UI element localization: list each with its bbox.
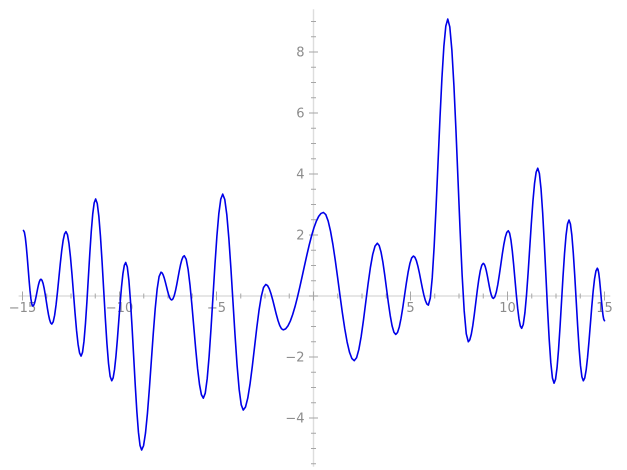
- y-tick-label: 8: [296, 46, 304, 61]
- y-tick-label: 2: [296, 229, 304, 244]
- y-tick-label: 4: [296, 168, 304, 183]
- function-curve: [22, 18, 606, 451]
- x-tick-label: 5: [406, 301, 414, 316]
- x-tick-label: 10: [499, 301, 516, 316]
- y-tick-label: −4: [285, 412, 304, 427]
- y-tick-label: 6: [296, 107, 304, 122]
- x-tick-label: −15: [9, 301, 36, 316]
- y-tick-label: −2: [285, 351, 304, 366]
- x-tick-label: 15: [596, 301, 613, 316]
- x-tick-label: −5: [207, 301, 226, 316]
